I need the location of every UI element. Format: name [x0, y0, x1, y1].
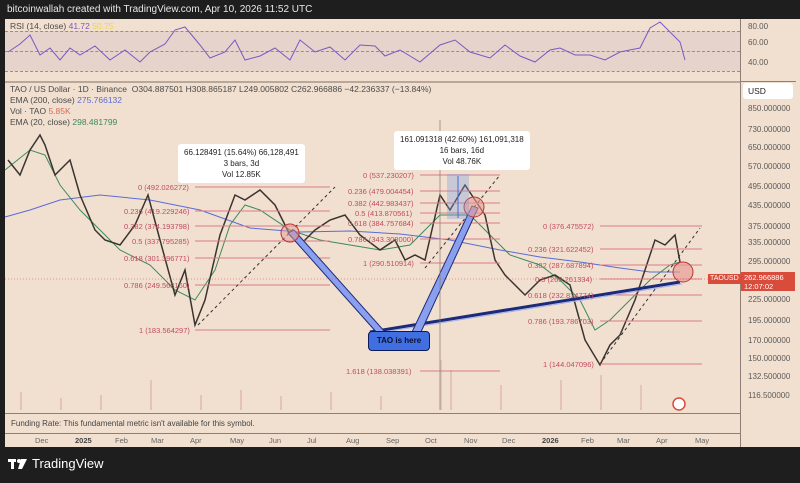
rsi-value: 41.72 — [68, 21, 90, 31]
price-label: 132.500000 — [748, 372, 791, 381]
time-tick: Jun — [269, 436, 282, 445]
time-tick: 2025 — [75, 436, 92, 445]
fib-label: 0.786 (343.308000) — [348, 235, 414, 244]
tradingview-logo-icon — [8, 458, 27, 469]
vol-value: 5.85K — [48, 106, 71, 116]
fib-label: 1.618 (138.038391) — [346, 367, 412, 376]
price-label: 375.000000 — [748, 222, 791, 231]
brand-name: TradingView — [32, 456, 104, 471]
symbol-tag: TAOUSD — [708, 274, 741, 284]
chart-frame — [5, 19, 800, 447]
current-price-tag: 262.966886 12:07:02 — [741, 272, 795, 291]
tradingview-logo[interactable]: TradingView — [8, 456, 104, 471]
measure-tooltip-1: 66.128491 (15.64%) 66,128,491 3 bars, 3d… — [178, 144, 305, 183]
fib-label: 1 (183.564297) — [139, 326, 190, 335]
fib-label: 0.786 (249.568160) — [124, 281, 190, 290]
price-label: 170.000000 — [748, 336, 791, 345]
ema20-label: EMA (20, close) — [10, 117, 70, 127]
time-tick: Mar — [151, 436, 164, 445]
rsi-ma-value: 50.75 — [92, 21, 114, 31]
tooltip-change: 66.128491 (15.64%) 66,128,491 — [184, 148, 299, 157]
fib-label: 0 (537.230207) — [363, 171, 414, 180]
rsi-lower-line — [5, 71, 740, 72]
rsi-axis-label: 60.00 — [748, 38, 769, 47]
fib-label: 0 (376.475572) — [543, 222, 594, 231]
time-tick: Dec — [502, 436, 516, 445]
time-tick: May — [695, 436, 710, 445]
tooltip-volume: Vol 48.76K — [442, 157, 482, 166]
fib-label: 0.382 (442.983437) — [348, 199, 414, 208]
currency-button[interactable]: USD — [743, 83, 793, 99]
price-label: 150.000000 — [748, 354, 791, 363]
fib-label: 0 (492.026272) — [138, 183, 189, 192]
time-tick: 2026 — [542, 436, 559, 445]
rsi-axis-label: 40.00 — [748, 58, 769, 67]
price-label: 116.500000 — [748, 391, 790, 400]
price-label: 435.000000 — [748, 201, 791, 210]
price-axis[interactable]: 80.00 60.00 40.00 850.000000 730.000000 … — [740, 19, 796, 447]
fib-label: 0.5 (260.261334) — [535, 275, 593, 284]
price-label: 850.000000 — [748, 104, 791, 113]
fib-label: 0.618 (384.757684) — [348, 219, 414, 228]
rsi-pane — [5, 19, 740, 83]
ohlc-values: O304.887501 H308.865187 L249.005802 C262… — [131, 84, 432, 94]
time-tick: Feb — [581, 436, 594, 445]
vol-label: Vol · TAO — [10, 106, 47, 116]
funding-rate-pane: Funding Rate: This fundamental metric is… — [5, 413, 740, 433]
ema200-label: EMA (200, close) — [10, 95, 75, 105]
fib-label: 1 (144.047096) — [543, 360, 594, 369]
tooltip-bars: 3 bars, 3d — [223, 159, 260, 168]
symbol-label: TAO / US Dollar · 1D · Binance — [10, 84, 127, 94]
time-tick: Mar — [617, 436, 630, 445]
fib-label: 0.382 (287.687894) — [528, 261, 594, 270]
rsi-legend[interactable]: RSI (14, close) 41.72 50.75 — [10, 21, 114, 31]
tooltip-bars: 16 bars, 16d — [439, 146, 485, 155]
tao-is-here-callout[interactable]: TAO is here — [368, 331, 430, 351]
time-axis[interactable]: Dec 2025 Feb Mar Apr May Jun Jul Aug Sep Oct Nov Dec… — [5, 433, 740, 448]
rsi-axis-label: 80.00 — [748, 22, 769, 31]
price-label: 730.000000 — [748, 125, 791, 134]
us-flag-icon — [672, 397, 686, 411]
rsi-mid-line — [5, 51, 740, 52]
tooltip-change: 161.091318 (42.60%) 161,091,318 — [400, 135, 524, 144]
price-label: 335.000000 — [748, 238, 791, 247]
main-legend[interactable]: TAO / US Dollar · 1D · Binance O304.8875… — [10, 84, 431, 128]
time-tick: Nov — [464, 436, 478, 445]
tooltip-volume: Vol 12.85K — [222, 170, 261, 179]
fib-label: 0.236 (479.004454) — [348, 187, 414, 196]
rsi-upper-line — [5, 31, 740, 32]
price-label: 225.000000 — [748, 295, 791, 304]
time-tick: Feb — [115, 436, 128, 445]
time-tick: Jul — [307, 436, 317, 445]
price-label: 495.000000 — [748, 182, 791, 191]
fib-label: 0.5 (337.795285) — [132, 237, 190, 246]
price-label: 195.000000 — [748, 316, 791, 325]
fib-label: 0.786 (193.786703) — [528, 317, 594, 326]
time-tick: Aug — [346, 436, 360, 445]
price-label: 570.000000 — [748, 162, 791, 171]
ema20-value: 298.481799 — [72, 117, 118, 127]
fib-label: 0.618 (232.834774) — [528, 291, 594, 300]
attribution-bar: bitcoinwallah created with TradingView.c… — [7, 4, 313, 15]
time-tick: Apr — [656, 436, 668, 445]
bar-countdown: 12:07:02 — [744, 282, 774, 291]
fib-label: 0.5 (413.870561) — [355, 209, 413, 218]
fib-label: 0.236 (321.622452) — [528, 245, 594, 254]
time-tick: Oct — [425, 436, 437, 445]
time-tick: Dec — [35, 436, 49, 445]
ema200-value: 275.766132 — [77, 95, 123, 105]
rsi-label: RSI (14, close) — [10, 21, 67, 31]
measure-tooltip-2: 161.091318 (42.60%) 161,091,318 16 bars,… — [394, 131, 530, 170]
fib-label: 0.236 (419.229246) — [124, 207, 190, 216]
time-tick: May — [230, 436, 245, 445]
current-price: 262.966886 — [744, 273, 784, 282]
price-label: 650.000000 — [748, 143, 791, 152]
price-label: 295.000000 — [748, 257, 791, 266]
fib-label: 0.618 (301.396771) — [124, 254, 190, 263]
fib-label: 1 (290.510914) — [363, 259, 414, 268]
fib-label: 0.382 (374.193798) — [124, 222, 190, 231]
time-tick: Sep — [386, 436, 400, 445]
time-tick: Apr — [190, 436, 202, 445]
